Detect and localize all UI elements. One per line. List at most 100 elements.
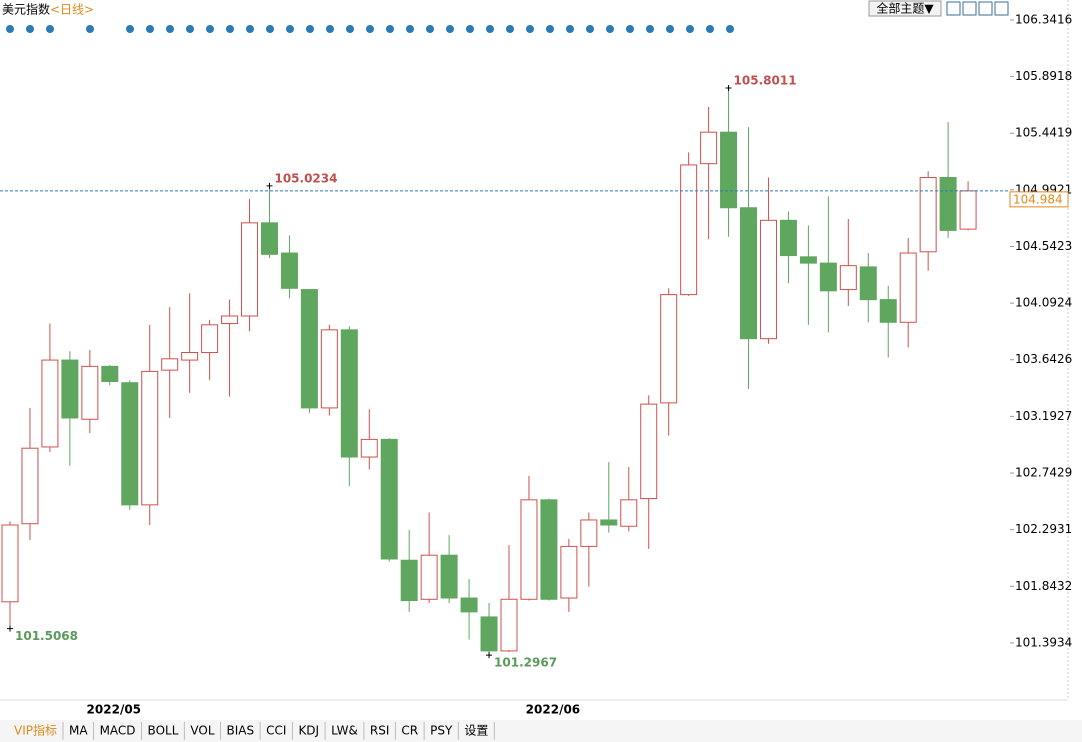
tab-bar: [0, 720, 1082, 742]
y-tick-label: 102.2931: [1015, 522, 1072, 536]
tab[interactable]: 设置: [464, 724, 488, 738]
candle-body: [101, 365, 119, 382]
icon[interactable]: [994, 1, 1009, 16]
icon[interactable]: [962, 1, 977, 16]
tab[interactable]: CR: [401, 724, 418, 738]
candle-body: [320, 329, 338, 409]
candle-body: [959, 190, 977, 230]
candle-body: [400, 559, 418, 602]
tab[interactable]: PSY: [430, 724, 453, 738]
theme-button-bg[interactable]: [868, 0, 942, 17]
event-dot: [186, 25, 194, 33]
candle-body: [41, 359, 59, 448]
candle-body: [879, 299, 897, 323]
candle-body: [221, 315, 239, 325]
candle-body: [680, 164, 698, 296]
candle-body: [819, 262, 837, 292]
y-tick-label: 101.8432: [1015, 579, 1072, 593]
candle-body: [181, 352, 199, 361]
candle-body: [939, 177, 957, 231]
candle-body: [61, 359, 79, 419]
tab[interactable]: VIP指标: [14, 723, 57, 738]
candle-body: [241, 222, 259, 317]
extreme-label: 105.0234: [274, 171, 337, 185]
event-dot: [26, 25, 34, 33]
event-dot: [206, 25, 214, 33]
candle-body: [161, 358, 179, 371]
event-dot: [526, 25, 534, 33]
candle-body: [460, 597, 478, 613]
candle-body: [620, 499, 638, 527]
event-dot: [466, 25, 474, 33]
chart-title: 美元指数: [2, 2, 50, 17]
event-dot: [486, 25, 494, 33]
candle-body: [340, 329, 358, 458]
period-label: <日线>: [50, 3, 94, 17]
y-tick-label: 102.7429: [1015, 466, 1072, 480]
event-dot: [146, 25, 154, 33]
candle-body: [640, 403, 658, 500]
icon[interactable]: [978, 1, 993, 16]
y-tick-label: 106.3416: [1015, 12, 1072, 26]
theme-button[interactable]: 全部主题▼: [876, 1, 934, 16]
y-tick-label: 103.6426: [1015, 352, 1072, 366]
event-dot: [666, 25, 674, 33]
candle-body: [660, 294, 678, 404]
extreme-label: 101.5068: [15, 629, 78, 643]
x-tick-label: 2022/06: [526, 703, 580, 717]
candle-body: [520, 499, 538, 600]
toolbar-icons: [946, 1, 1009, 16]
y-tick-label: 105.4419: [1015, 126, 1072, 140]
candle-body: [899, 252, 917, 323]
event-dot: [646, 25, 654, 33]
event-dot: [346, 25, 354, 33]
candle-body: [740, 207, 758, 340]
event-dot: [586, 25, 594, 33]
tab[interactable]: BIAS: [227, 724, 255, 738]
candle-body: [700, 131, 718, 165]
y-tick-label: 105.8918: [1015, 69, 1072, 83]
event-dot: [506, 25, 514, 33]
event-dot: [226, 25, 234, 33]
event-dot: [46, 25, 54, 33]
tab[interactable]: VOL: [190, 724, 214, 738]
candle-body: [859, 266, 877, 301]
event-dot: [286, 25, 294, 33]
candle-body: [420, 554, 438, 600]
candle-body: [280, 252, 298, 289]
event-dot: [566, 25, 574, 33]
extreme-label: 105.8011: [734, 73, 797, 87]
tab[interactable]: MA: [69, 724, 88, 738]
tab[interactable]: CCI: [266, 724, 286, 738]
event-dot: [166, 25, 174, 33]
extreme-label: 101.2967: [494, 656, 557, 670]
candle-body: [300, 289, 318, 409]
candle-body: [540, 499, 558, 600]
event-dot: [266, 25, 274, 33]
candle-body: [201, 324, 219, 354]
event-dot: [246, 25, 254, 33]
tab[interactable]: KDJ: [298, 724, 319, 738]
tab[interactable]: BOLL: [148, 724, 179, 738]
candle-body: [560, 545, 578, 599]
candle-body: [759, 219, 777, 340]
candle-body: [720, 131, 738, 209]
event-dot: [6, 25, 14, 33]
tab[interactable]: MACD: [100, 724, 136, 738]
y-tick-label: 104.5423: [1015, 239, 1072, 253]
event-dot: [686, 25, 694, 33]
tab[interactable]: RSI: [370, 724, 390, 738]
extreme-marker: [486, 652, 493, 659]
event-dot: [546, 25, 554, 33]
tab[interactable]: LW&: [331, 724, 358, 738]
extreme-marker: [725, 84, 732, 91]
candle-body: [500, 598, 518, 652]
event-dot: [626, 25, 634, 33]
icon[interactable]: [946, 1, 961, 16]
last-price-box: [1009, 191, 1069, 208]
candle-body: [779, 219, 797, 257]
event-dot: [426, 25, 434, 33]
event-dot: [726, 25, 734, 33]
candle-body: [839, 265, 857, 291]
extreme-marker: [7, 625, 13, 632]
